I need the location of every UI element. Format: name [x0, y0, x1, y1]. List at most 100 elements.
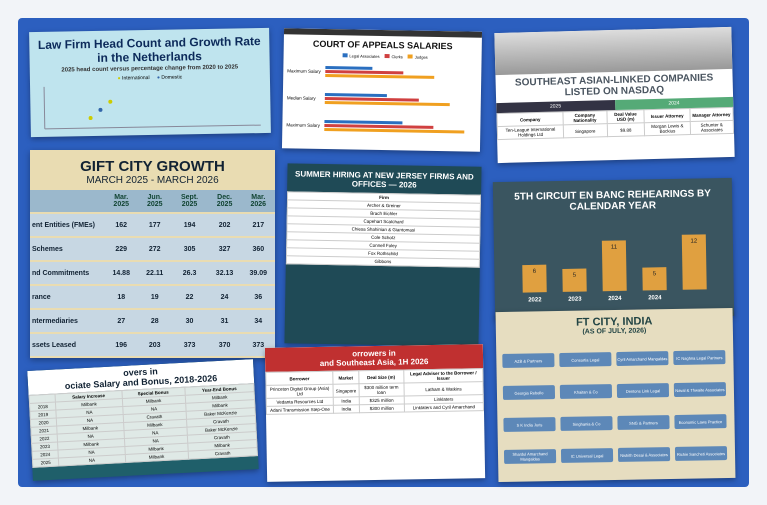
cell: 34	[241, 309, 275, 334]
cell: 177	[137, 213, 172, 238]
cell: 32.13	[207, 261, 242, 286]
value-label: 6	[533, 269, 537, 275]
cell: $300 million term loan	[358, 382, 405, 397]
table-body: Borrower Market Deal Size (m) Legal Adviser…	[265, 368, 484, 415]
x-tick-label: 2023	[568, 297, 582, 303]
firm-box: Nishith Desai & Associates	[617, 447, 671, 462]
legend-label: Legal Associates	[349, 53, 380, 59]
cell: 229	[104, 237, 138, 262]
firm-box: Richie Sancheti Associates	[674, 446, 728, 461]
header-cell: Company Nationality	[563, 110, 607, 125]
cell: 22	[171, 285, 208, 310]
bars	[324, 119, 480, 135]
cell: $300 million	[359, 403, 405, 413]
firm-box: Cyril Amarchand Mangaldas	[616, 351, 669, 366]
cell: 28	[137, 309, 172, 334]
point	[98, 107, 103, 112]
cell: 1,213	[241, 357, 275, 358]
cell: 36	[241, 285, 275, 310]
category-label: Maximum Salary	[286, 122, 320, 128]
legend-label: Judges	[414, 54, 428, 60]
legend-swatch	[342, 53, 348, 58]
header-row: Mar. 2025 Jun. 2025 Sept. 2025 Dec. 2025 Mar…	[30, 190, 275, 214]
point	[108, 99, 113, 104]
cell: nd Commitments	[30, 261, 105, 286]
cell: 327	[207, 237, 242, 262]
firm-box: Economic Laws Practice	[674, 414, 727, 429]
row: rance 18 19 22 24 36	[30, 285, 275, 310]
firm-box: Shardul Amarchand Mangaldas	[503, 449, 557, 464]
title: COURT OF APPEALS SALARIES	[312, 38, 453, 52]
bar	[324, 127, 465, 134]
cell: Princeton Digital Group (Asia) Ltd	[266, 384, 334, 399]
table: Salary Increase Special Bonus Year-End Bon…	[28, 383, 259, 468]
cell: 24	[207, 285, 242, 310]
cell: 14.88	[104, 261, 138, 286]
cell: ssets Leased	[30, 333, 105, 358]
cell: 194	[171, 213, 208, 238]
cell: Singapore	[563, 123, 608, 138]
title: SUMMER HIRING AT NEW JERSEY FIRMS AND OF…	[294, 169, 474, 190]
cell: 1,034	[171, 357, 208, 358]
row: IFSCA /Authorisations8659391,0341,1141,2…	[30, 357, 275, 358]
cell: Linklaters and Cyril Amarchand	[404, 402, 484, 412]
x-tick-label: 2024	[648, 295, 662, 301]
cell: 18	[104, 285, 138, 310]
table-body: Salary Increase Special Bonus Year-End Bon…	[29, 383, 259, 468]
tile-summer-hiring: SUMMER HIRING AT NEW JERSEY FIRMS AND OF…	[284, 163, 482, 347]
cell: 272	[137, 237, 172, 262]
category-row: Maximum Salary	[282, 111, 480, 141]
cell: 373	[241, 333, 275, 358]
cell: ent Entities (FMEs)	[30, 213, 105, 238]
cell: 27	[104, 309, 138, 334]
bar	[601, 240, 627, 292]
table: Mar. 2025 Jun. 2025 Sept. 2025 Dec. 2025 Mar…	[30, 190, 275, 358]
bars	[324, 92, 481, 108]
cell: Schunter & Associates	[689, 120, 734, 135]
cell: Adani Transmission Step-One	[266, 405, 334, 415]
category-row: Maximum Salary	[283, 57, 481, 87]
tile-nasdaq: SOUTHEAST ASIAN-LINKED COMPANIES LISTED …	[494, 26, 735, 164]
row: Schemes 229 272 305 327 360	[30, 237, 275, 262]
cell: ntermediaries	[30, 309, 105, 334]
header-cell: Jun. 2025	[137, 190, 172, 214]
title: 5TH CIRCUIT EN BANC REHEARINGS BY CALEND…	[514, 188, 711, 213]
firm-box: AZB & Partners	[502, 353, 555, 368]
firm-box: Georgia Rebello	[502, 385, 556, 400]
cell: 865	[104, 357, 138, 358]
header-cell: Issuer Attorney	[644, 108, 690, 123]
cell: $9.88	[606, 122, 645, 137]
header-cell: Borrower	[265, 371, 334, 386]
legend-label: Clerks	[391, 54, 403, 60]
row: ent Entities (FMEs) 162 177 194 202 217	[30, 213, 275, 238]
bar	[681, 234, 707, 290]
category-row: Median Salary	[283, 84, 481, 114]
cell: 196	[104, 333, 138, 358]
firm-box: Singhania & Co	[560, 416, 613, 431]
bar	[562, 268, 587, 292]
tile-law-firm: Law Firm Head Count and Growth Rate in t…	[29, 27, 271, 138]
header-cell	[30, 190, 105, 214]
cell: 26.3	[171, 261, 208, 286]
firm-box: Naval & Thwaite Associates	[673, 382, 727, 397]
cell: 360	[241, 237, 275, 262]
firm-box: Khaitan & Co	[559, 384, 613, 399]
title: SOUTHEAST ASIAN-LINKED COMPANIES LISTED …	[514, 72, 714, 99]
axis	[44, 124, 261, 130]
category-label: Median Salary	[286, 95, 316, 101]
cell: 1,114	[207, 357, 242, 358]
bar	[325, 74, 435, 79]
cell: Schemes	[30, 237, 105, 262]
cell: 373	[171, 333, 208, 358]
axis	[43, 86, 46, 129]
cell: India	[333, 404, 360, 414]
x-tick-label: 2024	[608, 296, 622, 302]
firm-box: S K India Juris	[503, 417, 556, 432]
bar	[324, 101, 450, 107]
plot: Maximum Salary Median Salary Maximum Salar…	[282, 57, 481, 141]
point	[88, 116, 93, 121]
plot	[43, 86, 261, 130]
tile-borrowers: orrowers in and Southeast Asia, 1H 2026 …	[264, 344, 486, 482]
header-cell: Mar. 2026	[241, 190, 275, 214]
firm-box: IC Naghna Legal Partners	[673, 350, 726, 365]
